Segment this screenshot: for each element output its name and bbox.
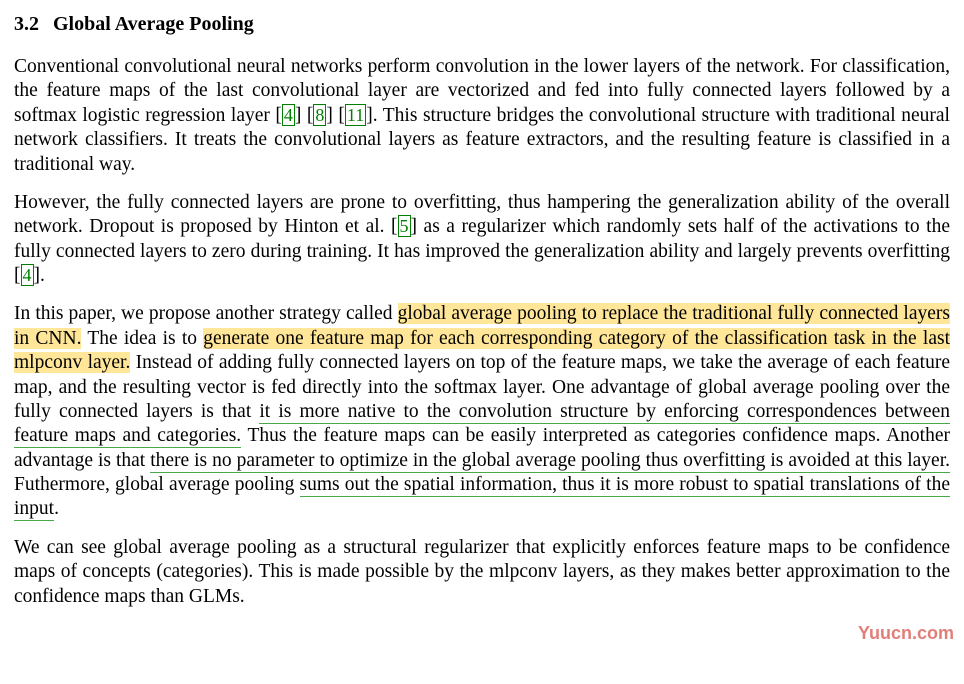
paragraph-2: However, the fully connected layers are … xyxy=(14,191,950,289)
watermark-text: Yuucn.com xyxy=(858,623,954,643)
body-text: ] [ xyxy=(326,105,345,126)
body-text: In this paper, we propose another strate… xyxy=(14,303,398,324)
citation-link[interactable]: 8 xyxy=(313,104,326,126)
body-text: . xyxy=(54,498,59,519)
paragraph-3: In this paper, we propose another strate… xyxy=(14,302,950,521)
underlined-text: there is no parameter to optimize in the… xyxy=(150,450,950,473)
citation-link[interactable]: 5 xyxy=(398,215,411,237)
paragraph-1: Conventional convolutional neural networ… xyxy=(14,55,950,177)
watermark: Yuucn.com xyxy=(858,622,954,645)
citation-link[interactable]: 4 xyxy=(21,264,34,286)
section-number: 3.2 xyxy=(14,13,39,35)
body-text: ] [ xyxy=(295,105,314,126)
section-heading: 3.2 Global Average Pooling xyxy=(14,12,950,37)
body-text: We can see global average pooling as a s… xyxy=(14,537,950,607)
body-text: The idea is to xyxy=(81,328,203,349)
citation-link[interactable]: 4 xyxy=(282,104,295,126)
citation-link[interactable]: 11 xyxy=(345,104,366,126)
body-text: ]. xyxy=(34,265,45,286)
body-text: Futhermore, global average pooling xyxy=(14,474,300,495)
paragraph-4: We can see global average pooling as a s… xyxy=(14,536,950,609)
section-title: Global Average Pooling xyxy=(53,13,254,35)
